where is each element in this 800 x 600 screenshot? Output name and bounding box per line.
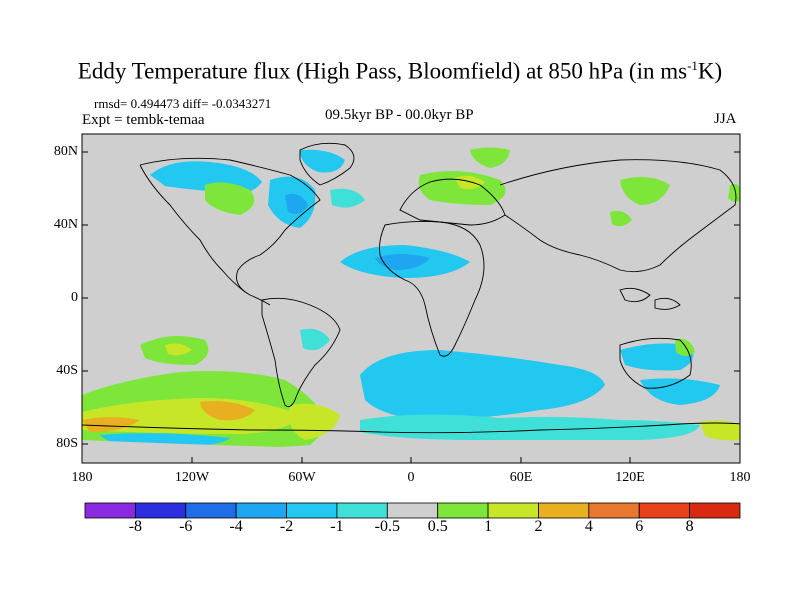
colorbar-swatch [689, 502, 741, 519]
colorbar-label: -2 [279, 518, 294, 535]
lat-label-40s: 40S [56, 363, 78, 378]
colorbar-swatch [437, 502, 489, 519]
season-label: JJA [714, 111, 737, 127]
asia-coast [499, 159, 737, 273]
colorbar-swatch [134, 502, 187, 519]
colorbar-label: 0.5 [427, 518, 448, 535]
field-patch [470, 147, 510, 168]
field-patch [700, 420, 740, 441]
experiment-label: Expt = tembk-temaa [82, 112, 205, 128]
lon-label-180e: 180 [729, 470, 751, 485]
colorbar-swatch [185, 502, 237, 519]
title-end: K) [697, 58, 723, 84]
map-field [82, 134, 740, 463]
antarctica-coast [82, 422, 740, 434]
greenland-coast [299, 142, 355, 186]
field-patch [300, 149, 345, 173]
colorbar-swatch [588, 502, 640, 519]
lon-label-60w: 60W [288, 470, 316, 485]
period-label: 09.5kyr BP - 00.0kyr BP [325, 107, 474, 123]
colorbar-label: 2 [534, 518, 543, 535]
colorbar-label: -4 [229, 518, 243, 535]
field-patch [300, 328, 330, 351]
field-patch [285, 193, 308, 214]
colorbar-label: -0.5 [374, 518, 400, 535]
lon-label-180w: 180 [71, 470, 93, 485]
stats-text: rmsd= 0.494473 diff= -0.0343271 [94, 96, 272, 111]
lon-label-0: 0 [407, 470, 415, 485]
field-patch [330, 188, 365, 208]
lat-label-80n: 80N [53, 144, 78, 159]
field-patch [200, 401, 255, 421]
field-patch [82, 440, 740, 463]
colorbar-swatch [487, 502, 539, 519]
colorbar-label: -6 [179, 518, 193, 535]
field-patch [82, 417, 140, 432]
title-main: Eddy Temperature flux (High Pass, Bloomf… [77, 58, 688, 84]
lon-label-120w: 120W [174, 470, 210, 485]
south-america-coast [261, 297, 341, 408]
colorbar-swatch [286, 502, 338, 519]
lat-label-0: 0 [71, 290, 78, 305]
colorbar-swatch [336, 502, 388, 519]
colorbar [84, 502, 741, 519]
field-patch [205, 182, 255, 215]
colorbar-swatch [538, 502, 590, 519]
colorbar-label: 4 [584, 518, 593, 535]
axis-ticks [81, 151, 741, 463]
field-patch [165, 343, 192, 356]
plot-title: Eddy Temperature flux (High Pass, Bloomf… [0, 58, 800, 85]
north-america-coast [139, 157, 321, 306]
colorbar-swatch [638, 502, 691, 519]
colorbar-label: 6 [635, 518, 644, 535]
field-patch [375, 254, 430, 270]
field-patch [360, 350, 605, 420]
field-patch [728, 184, 740, 203]
colorbar-label: -1 [330, 518, 344, 535]
lon-label-120e: 120E [615, 470, 645, 485]
title-superscript: -1 [687, 58, 698, 73]
lat-label-80s: 80S [56, 436, 78, 451]
africa-coast [379, 220, 485, 357]
colorbar-label: -8 [128, 518, 143, 535]
field-patch [610, 211, 632, 227]
field-patch [675, 338, 695, 356]
colorbar-swatch [84, 502, 136, 519]
field-patch [360, 414, 700, 440]
australia-coast [619, 337, 692, 389]
field-patch [620, 343, 694, 371]
lon-label-60e: 60E [509, 470, 533, 485]
field-patch [640, 378, 720, 405]
europe-coast [399, 178, 506, 226]
coastlines [82, 142, 740, 434]
colorbar-swatch [235, 502, 287, 519]
colorbar-label: 1 [484, 518, 493, 535]
field-patch [455, 175, 485, 190]
north-america-west-coast [139, 164, 246, 293]
field-patch [620, 176, 670, 205]
colorbar-label: 8 [685, 518, 694, 535]
lat-label-40n: 40N [53, 217, 78, 232]
colorbar-swatch [386, 502, 439, 519]
southeast-asia-islands [619, 287, 681, 310]
